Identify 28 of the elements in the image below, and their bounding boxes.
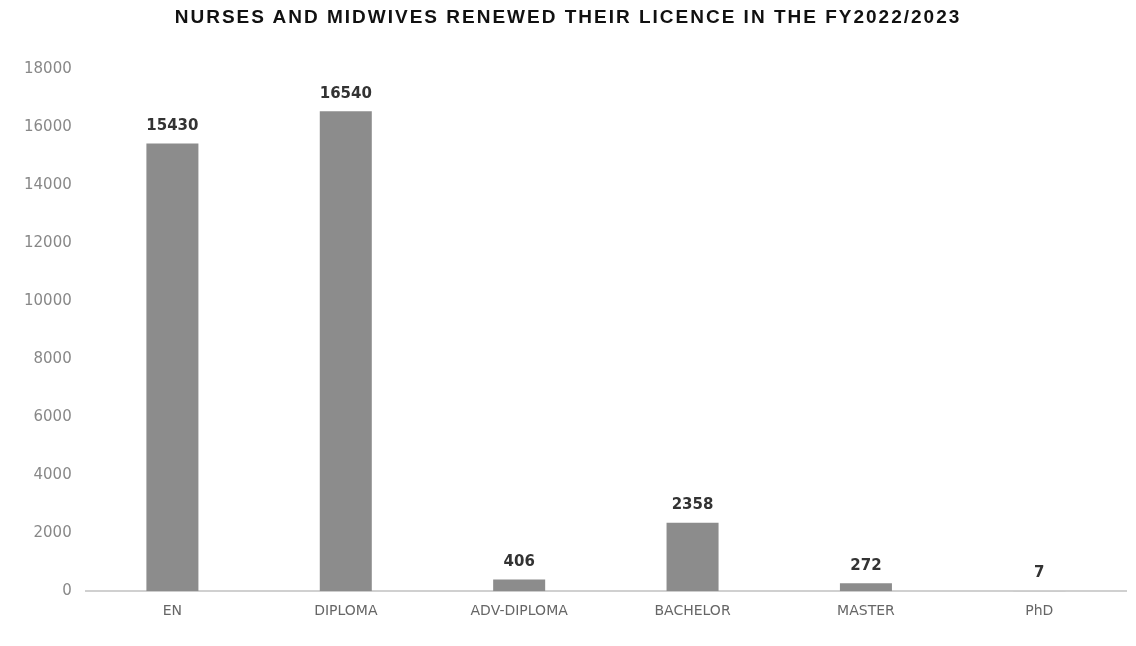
x-tick-label: PhD bbox=[1025, 602, 1054, 619]
y-tick-label: 4000 bbox=[33, 465, 72, 484]
y-tick-label: 18000 bbox=[24, 58, 72, 77]
x-tick-label: MASTER bbox=[837, 602, 896, 619]
bar bbox=[493, 579, 546, 592]
data-label: 16540 bbox=[319, 83, 372, 102]
chart-title: NURSES AND MIDWIVES RENEWED THEIR LICENCE IN THE FY2022/2023 bbox=[174, 6, 962, 28]
y-tick-label: 8000 bbox=[33, 349, 72, 367]
data-label: 406 bbox=[503, 551, 535, 570]
data-label: 2358 bbox=[671, 495, 714, 514]
x-tick-label: DIPLOMA bbox=[314, 602, 378, 619]
y-tick-label: 10000 bbox=[24, 290, 72, 309]
bar bbox=[839, 583, 892, 592]
bar bbox=[146, 143, 199, 592]
y-tick-label: 16000 bbox=[24, 116, 72, 135]
data-label: 272 bbox=[850, 555, 882, 574]
y-tick-label: 6000 bbox=[33, 407, 72, 426]
x-tick-label: ADV-DIPLOMA bbox=[470, 602, 569, 619]
y-tick-label: 14000 bbox=[24, 174, 72, 193]
x-tick-label: BACHELOR bbox=[654, 602, 731, 619]
bar bbox=[319, 111, 372, 592]
x-tick-label: EN bbox=[162, 602, 183, 619]
y-tick-label: 2000 bbox=[33, 523, 72, 542]
data-label: 7 bbox=[1034, 563, 1045, 582]
y-tick-label: 0 bbox=[62, 581, 72, 600]
y-tick-label: 12000 bbox=[24, 232, 72, 251]
bar bbox=[666, 522, 719, 592]
data-label: 15430 bbox=[146, 115, 199, 134]
